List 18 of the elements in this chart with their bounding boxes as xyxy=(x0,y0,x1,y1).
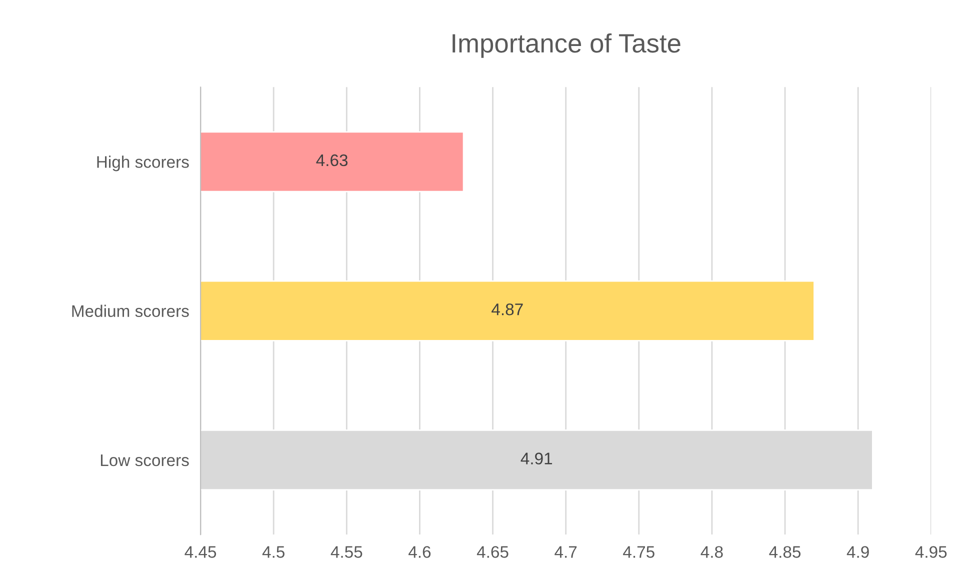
data-label: 4.91 xyxy=(520,452,552,464)
chart-title: Importance of Taste xyxy=(452,33,680,58)
x-tick-label: 4.8 xyxy=(700,546,723,558)
x-tick-label: 4.95 xyxy=(915,546,947,558)
y-tick-label: Medium scorers xyxy=(72,304,189,318)
x-tick-label: 4.5 xyxy=(262,546,284,558)
x-tick-label: 4.65 xyxy=(476,546,508,558)
x-tick-label: 4.6 xyxy=(408,546,431,558)
x-tick-label: 4.55 xyxy=(330,546,362,558)
y-tick-label: High scorers xyxy=(97,156,189,172)
data-label: 4.87 xyxy=(492,304,523,316)
x-tick-label: 4.85 xyxy=(769,546,801,558)
data-label: 4.63 xyxy=(316,154,348,166)
x-tick-label: 4.7 xyxy=(554,546,577,558)
y-tick-label: Low scorers xyxy=(100,454,189,466)
x-tick-label: 4.9 xyxy=(846,546,869,558)
x-tick-label: 4.45 xyxy=(184,546,216,558)
x-tick-label: 4.75 xyxy=(623,546,654,558)
